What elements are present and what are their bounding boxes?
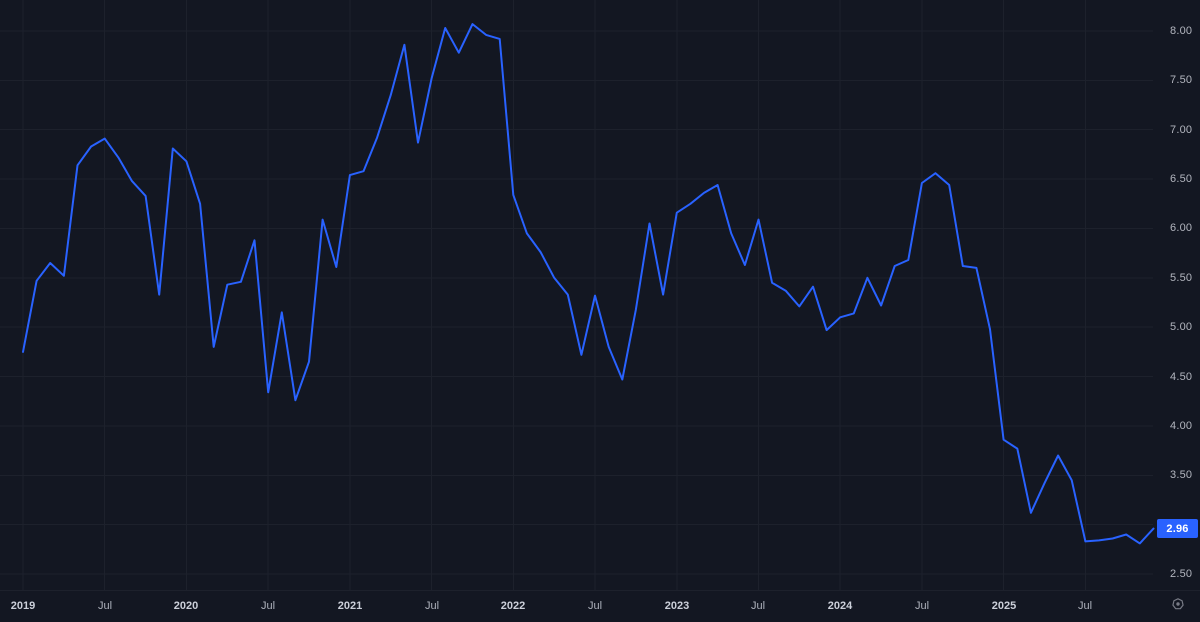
price-tick-label: 4.50 — [1170, 371, 1193, 383]
price-tick-label: 5.50 — [1170, 272, 1193, 284]
time-axis[interactable]: 2019 Jul 2020 Jul 2021 Jul 2022 Jul 2023 Jul 2024 J… — [0, 590, 1200, 622]
price-tick-label: 7.00 — [1170, 124, 1193, 136]
price-tick-label: 7.50 — [1170, 74, 1193, 86]
price-tick-label: 2.50 — [1170, 568, 1193, 580]
time-tick-month-label: Jul — [260, 600, 276, 612]
time-tick-year-label: 2025 — [991, 600, 1017, 612]
price-axis[interactable]: 2.503.003.504.004.505.005.506.006.507.00… — [1152, 0, 1200, 590]
price-tick-label: 5.00 — [1170, 321, 1193, 333]
price-tick-label: 4.00 — [1170, 420, 1193, 432]
time-tick-month-label: Jul — [1077, 600, 1093, 612]
time-tick-year-label: 2023 — [664, 600, 690, 612]
price-tick-label: 6.50 — [1170, 173, 1193, 185]
time-axis-settings-button[interactable] — [1169, 595, 1187, 613]
time-tick-year-label: 2019 — [10, 600, 36, 612]
price-tick-label: 6.00 — [1170, 222, 1193, 234]
time-tick-year-label: 2024 — [827, 600, 853, 612]
time-tick-year-label: 2020 — [173, 600, 199, 612]
time-tick-month-label: Jul — [587, 600, 603, 612]
price-tick-label: 3.50 — [1170, 469, 1193, 481]
time-tick-month-label: Jul — [750, 600, 766, 612]
last-price-badge: 2.96 — [1157, 519, 1198, 538]
time-tick-month-label: Jul — [914, 600, 930, 612]
last-price-value: 2.96 — [1166, 522, 1189, 535]
price-tick-label: 8.00 — [1170, 25, 1193, 37]
time-tick-year-label: 2022 — [500, 600, 526, 612]
time-tick-month-label: Jul — [424, 600, 440, 612]
price-line-series — [22, 23, 1155, 545]
time-tick-year-label: 2021 — [337, 600, 363, 612]
gear-icon — [1172, 598, 1184, 610]
time-tick-month-label: Jul — [97, 600, 113, 612]
